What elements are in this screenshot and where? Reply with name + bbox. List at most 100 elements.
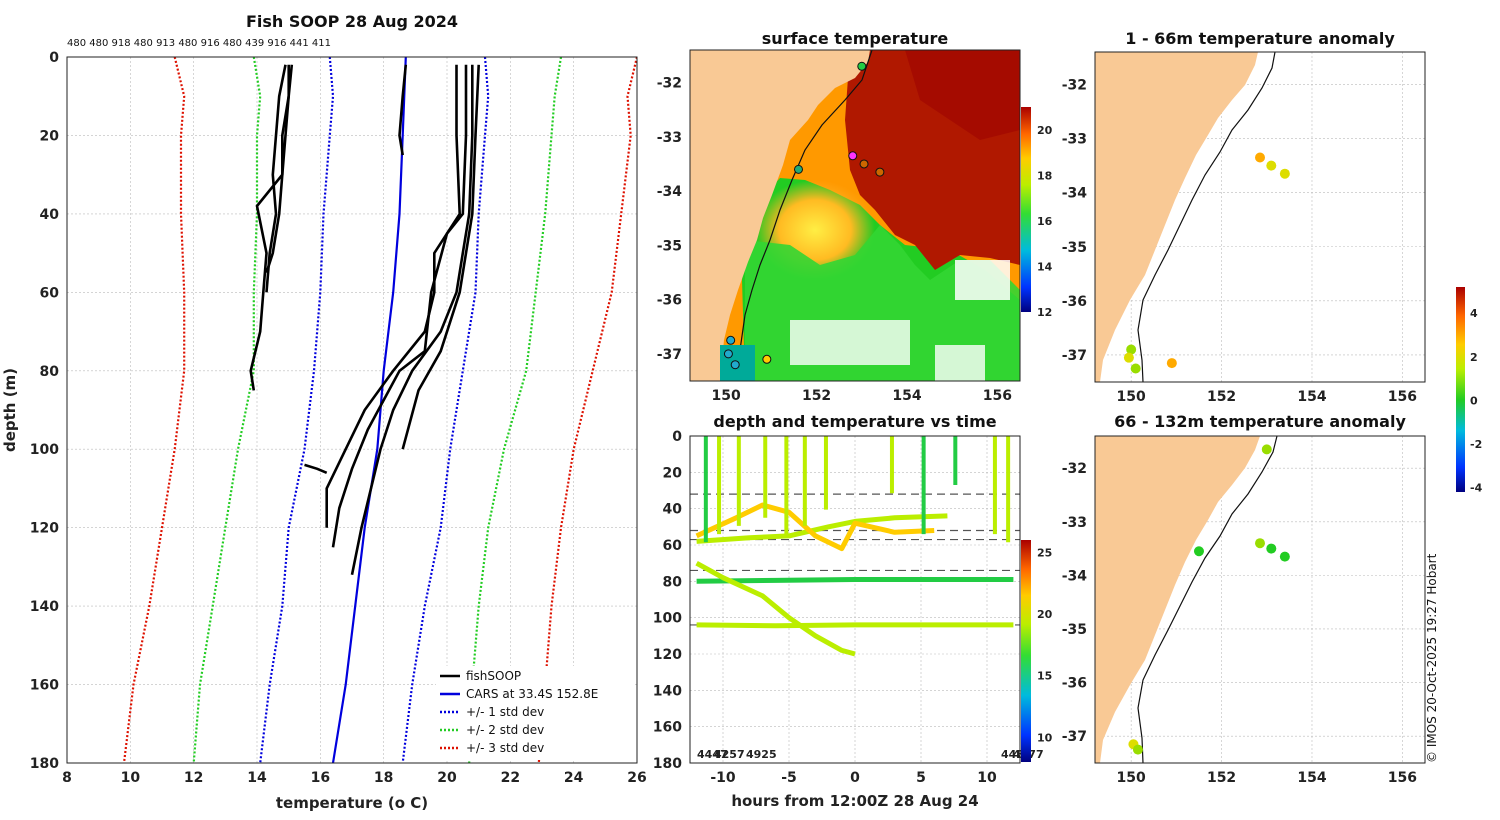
profile-chart: Fish SOOP 28 Aug 2024 480 480 918 480 91… bbox=[1, 12, 647, 812]
anomaly-upper-point bbox=[1130, 363, 1141, 374]
sst-cloud-3 bbox=[935, 345, 985, 381]
profile-xtick-label: 12 bbox=[184, 770, 203, 786]
legend-std1: +/- 1 std dev bbox=[466, 705, 544, 719]
anomaly-lower-point bbox=[1193, 546, 1204, 557]
profile-xtick-label: 26 bbox=[627, 770, 646, 786]
profile-series--3-std-dev bbox=[122, 57, 186, 763]
profile-ticks: 8 10 12 14 16 18 20 22 24 26 0 20 40 60 80 100 120 140 160… bbox=[30, 50, 647, 786]
sst-colorbar-label: 12 bbox=[1037, 306, 1052, 319]
anomaly-lower-ytick-label: -35 bbox=[1062, 622, 1087, 638]
sst-xtick-label: 150 bbox=[712, 388, 741, 404]
sst-xtick-label: 154 bbox=[892, 388, 921, 404]
anomaly-upper-xtick-label: 150 bbox=[1117, 389, 1146, 405]
anomaly-colorbar-label: -2 bbox=[1470, 438, 1482, 451]
anomaly-upper-point bbox=[1266, 160, 1277, 171]
time-ytick-label: 120 bbox=[653, 647, 682, 663]
time-bottom-label-1: 4447 bbox=[697, 748, 728, 761]
sst-colorbar-ticks: 12 14 16 18 20 bbox=[1037, 124, 1053, 319]
profile-ytick-label: 40 bbox=[40, 207, 60, 223]
profile-xtick-label: 16 bbox=[311, 770, 330, 786]
anomaly-lower-ytick-label: -33 bbox=[1062, 515, 1087, 531]
anomaly-upper-ytick-label: -34 bbox=[1062, 186, 1088, 202]
footer-credit: © IMOS 20-Oct-2025 19:27 Hobart bbox=[1425, 553, 1439, 763]
anomaly-lower-frame bbox=[1094, 435, 1426, 764]
anomaly-lower-point bbox=[1279, 551, 1290, 562]
legend-box bbox=[436, 666, 634, 760]
anomaly-lower-isobath bbox=[1137, 436, 1278, 763]
profile-lines bbox=[122, 57, 637, 763]
profile-grid bbox=[66, 56, 638, 764]
time-colorbar bbox=[1021, 540, 1031, 762]
anomaly-lower-map: 66 - 132m temperature anomaly 150 152 154 1… bbox=[1062, 287, 1483, 786]
anomaly-upper-ytick-label: -36 bbox=[1062, 294, 1087, 310]
profile-ytick-label: 0 bbox=[49, 50, 59, 66]
time-ytick-label: 100 bbox=[653, 611, 682, 627]
sst-station-marker bbox=[730, 360, 740, 370]
profile-series-fishsoop-cast-f bbox=[350, 64, 474, 575]
sst-station-marker bbox=[793, 164, 803, 174]
profile-ytick-label: 80 bbox=[40, 364, 60, 380]
profile-series-fishsoop-cast-c bbox=[265, 64, 294, 274]
sst-map: surface temperature 150 152 154 156 -32 -33 -3… bbox=[657, 29, 1053, 404]
profile-series--2-std-dev bbox=[192, 57, 262, 763]
time-ytick-label: 140 bbox=[653, 683, 682, 699]
time-lines bbox=[690, 436, 1020, 657]
time-bottom-label-3: 4925 bbox=[746, 748, 777, 761]
time-series-mid-cast bbox=[696, 513, 948, 544]
profile-series--1-std-dev bbox=[259, 57, 335, 763]
sst-station-marker bbox=[848, 151, 858, 161]
anomaly-colorbar-label: -4 bbox=[1470, 482, 1483, 495]
time-ytick-label: 180 bbox=[653, 756, 682, 772]
anomaly-lower-xtick-label: 156 bbox=[1388, 770, 1417, 786]
time-ytick-label: 160 bbox=[653, 720, 682, 736]
sst-station-marker bbox=[857, 61, 867, 71]
sst-ytick-label: -36 bbox=[657, 293, 682, 309]
legend-std2: +/- 2 std dev bbox=[466, 723, 544, 737]
profile-xtick-label: 24 bbox=[564, 770, 584, 786]
time-colorbar-ticks: 10 15 20 25 bbox=[1037, 546, 1053, 744]
sst-station-marker bbox=[859, 159, 869, 169]
profile-ytick-label: 180 bbox=[30, 756, 59, 772]
time-series-deep-cast-80m bbox=[696, 577, 1014, 584]
profile-legend: fishSOOP CARS at 33.4S 152.8E +/- 1 std … bbox=[436, 666, 634, 760]
time-title: depth and temperature vs time bbox=[713, 412, 996, 431]
anomaly-upper-ticks: 150 152 154 156 -32 -33 -34 -35 -36 -37 bbox=[1062, 77, 1417, 405]
sst-colorbar-label: 16 bbox=[1037, 215, 1053, 228]
profile-xlabel: temperature (o C) bbox=[276, 794, 428, 812]
anomaly-lower-point bbox=[1132, 744, 1143, 755]
profile-xtick-label: 14 bbox=[247, 770, 267, 786]
profile-series-fishsoop-cast-a bbox=[249, 64, 291, 391]
anomaly-upper-point bbox=[1126, 344, 1137, 355]
anomaly-upper-land bbox=[1095, 52, 1258, 382]
time-xtick-label: -10 bbox=[710, 770, 736, 786]
time-series-shallow-warm bbox=[695, 502, 935, 552]
anomaly-lower-ytick-label: -37 bbox=[1062, 729, 1087, 745]
profile-ytick-label: 120 bbox=[30, 521, 59, 537]
anomaly-upper-points bbox=[1123, 152, 1290, 374]
sst-station-marker bbox=[762, 354, 772, 364]
anomaly-upper-ytick-label: -35 bbox=[1062, 240, 1087, 256]
sst-colorbar-label: 14 bbox=[1037, 260, 1053, 273]
anomaly-colorbar-label: 0 bbox=[1470, 394, 1478, 407]
time-chart: depth and temperature vs time -10 -5 0 5 100… bbox=[653, 412, 1053, 810]
anomaly-upper-frame bbox=[1094, 51, 1426, 383]
profile-series-fishsoop-cast-b bbox=[265, 64, 287, 293]
profile-title: Fish SOOP 28 Aug 2024 bbox=[246, 12, 458, 31]
sst-station-marker bbox=[726, 335, 736, 345]
anomaly-upper-point bbox=[1166, 358, 1177, 369]
anomaly-lower-ytick-label: -36 bbox=[1062, 676, 1087, 692]
time-colorbar-label: 10 bbox=[1037, 731, 1053, 744]
sst-isobath bbox=[737, 50, 873, 381]
profile-series--3-std-dev bbox=[537, 57, 637, 763]
time-colorbar-label: 15 bbox=[1037, 670, 1052, 683]
profile-series--1-std-dev bbox=[401, 57, 490, 763]
profile-xtick-label: 10 bbox=[121, 770, 141, 786]
sst-frame bbox=[689, 49, 1021, 382]
profile-xtick-label: 8 bbox=[62, 770, 72, 786]
anomaly-upper-isobath bbox=[1137, 52, 1276, 382]
profile-series-fishsoop-cast-g bbox=[401, 64, 480, 450]
anomaly-lower-point bbox=[1261, 444, 1272, 455]
time-ytick-label: 0 bbox=[672, 429, 682, 445]
sst-xtick-label: 152 bbox=[802, 388, 831, 404]
